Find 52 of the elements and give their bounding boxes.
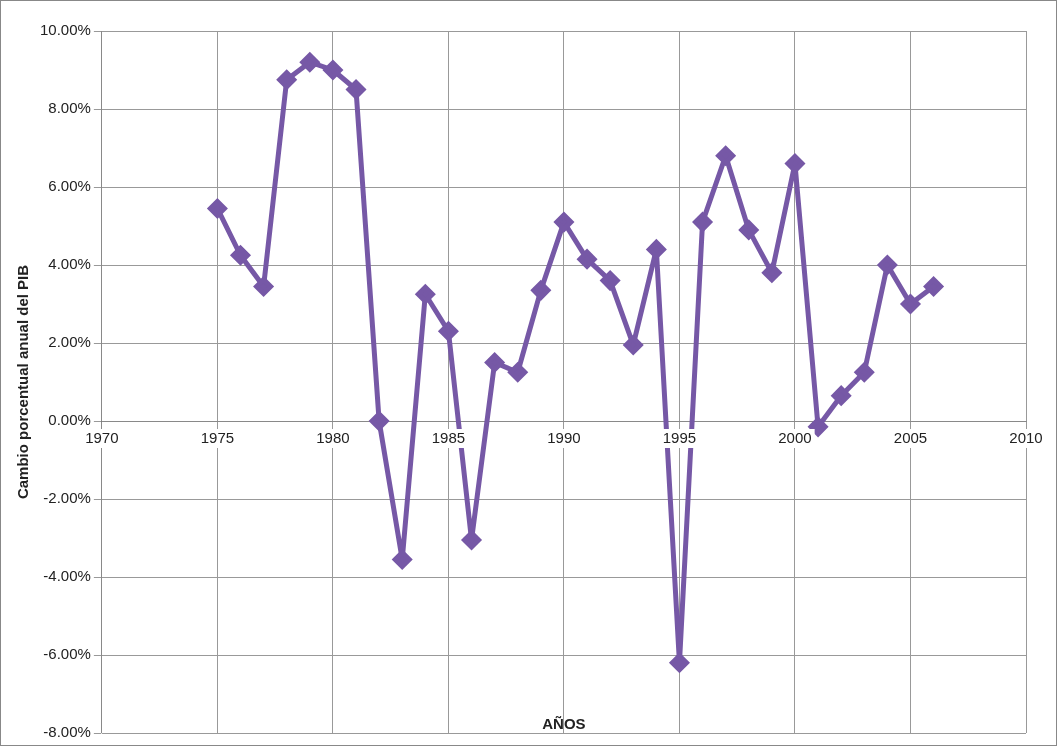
- point: [600, 271, 620, 291]
- point: [207, 198, 227, 218]
- x-tick-label: 2000: [778, 428, 812, 446]
- point: [554, 212, 574, 232]
- point: [485, 353, 505, 372]
- y-tick-label: -8.00%: [43, 723, 91, 741]
- point: [415, 284, 435, 304]
- point: [392, 549, 412, 569]
- x-tick-label: 1980: [316, 428, 350, 446]
- point: [877, 255, 897, 275]
- y-tick-label: 4.00%: [48, 255, 91, 273]
- point: [531, 280, 551, 300]
- point: [831, 386, 851, 406]
- y-axis-title: Cambio porcentual anual del PIB: [14, 264, 32, 500]
- point: [762, 263, 782, 283]
- y-tick-label: 8.00%: [48, 99, 91, 117]
- y-tick-label: -2.00%: [43, 489, 91, 507]
- x-tick-label: 2010: [1009, 428, 1043, 446]
- y-tick-label: -4.00%: [43, 567, 91, 585]
- y-tick-label: 6.00%: [48, 177, 91, 195]
- x-tick-label: 1975: [200, 428, 235, 446]
- x-tick-label: 1995: [662, 428, 697, 446]
- x-tick-label: 2005: [893, 428, 928, 446]
- point: [716, 146, 736, 166]
- point: [693, 212, 713, 232]
- point: [785, 154, 805, 174]
- y-tick-label: 2.00%: [48, 333, 91, 351]
- point: [924, 276, 944, 296]
- point: [346, 80, 366, 99]
- point: [739, 220, 759, 240]
- y-tick-label: -6.00%: [43, 645, 91, 663]
- point: [300, 52, 320, 72]
- point: [230, 245, 250, 265]
- point: [462, 530, 482, 550]
- point: [646, 239, 666, 259]
- x-tick-label: 1970: [85, 428, 119, 446]
- x-tick-label: 1990: [547, 428, 581, 446]
- point: [369, 411, 389, 431]
- point: [577, 249, 597, 269]
- point: [323, 60, 343, 80]
- point: [254, 276, 274, 296]
- point: [508, 362, 528, 382]
- point: [277, 70, 297, 90]
- x-axis-title: AÑOS: [542, 715, 586, 732]
- point: [669, 653, 689, 673]
- point: [900, 294, 920, 314]
- x-tick-label: 1985: [431, 428, 466, 446]
- y-tick-label: 10.00%: [40, 21, 91, 39]
- point: [854, 362, 874, 382]
- point: [438, 321, 458, 341]
- y-tick-label: 0.00%: [48, 411, 91, 429]
- point: [623, 335, 643, 355]
